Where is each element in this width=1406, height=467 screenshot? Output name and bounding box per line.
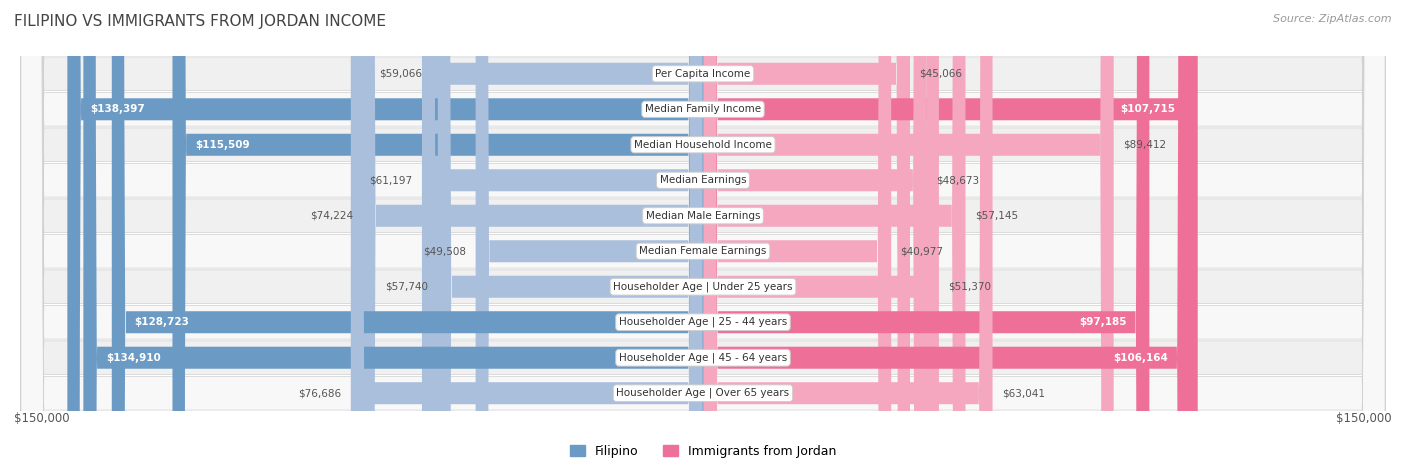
Text: $106,164: $106,164 — [1112, 353, 1167, 363]
Text: Householder Age | Over 65 years: Householder Age | Over 65 years — [616, 388, 790, 398]
Text: $150,000: $150,000 — [14, 412, 70, 425]
Text: Householder Age | 25 - 44 years: Householder Age | 25 - 44 years — [619, 317, 787, 327]
FancyBboxPatch shape — [173, 0, 703, 467]
Text: Median Household Income: Median Household Income — [634, 140, 772, 150]
Text: $115,509: $115,509 — [195, 140, 250, 150]
FancyBboxPatch shape — [703, 0, 1149, 467]
Text: Median Earnings: Median Earnings — [659, 175, 747, 185]
Text: $74,224: $74,224 — [309, 211, 353, 221]
Text: Householder Age | Under 25 years: Householder Age | Under 25 years — [613, 282, 793, 292]
Text: $57,740: $57,740 — [385, 282, 429, 292]
Text: $107,715: $107,715 — [1119, 104, 1175, 114]
Text: $138,397: $138,397 — [90, 104, 145, 114]
FancyBboxPatch shape — [703, 0, 1191, 467]
Text: $49,508: $49,508 — [423, 246, 467, 256]
FancyBboxPatch shape — [363, 0, 703, 467]
FancyBboxPatch shape — [475, 0, 703, 467]
FancyBboxPatch shape — [703, 0, 1198, 467]
Text: $40,977: $40,977 — [900, 246, 943, 256]
FancyBboxPatch shape — [703, 0, 939, 467]
Text: $150,000: $150,000 — [1336, 412, 1392, 425]
Text: Source: ZipAtlas.com: Source: ZipAtlas.com — [1274, 14, 1392, 24]
FancyBboxPatch shape — [437, 0, 703, 467]
Text: $57,145: $57,145 — [974, 211, 1018, 221]
FancyBboxPatch shape — [703, 0, 891, 467]
FancyBboxPatch shape — [21, 0, 1385, 467]
Text: $128,723: $128,723 — [135, 317, 190, 327]
Text: $97,185: $97,185 — [1078, 317, 1126, 327]
Text: Median Male Earnings: Median Male Earnings — [645, 211, 761, 221]
FancyBboxPatch shape — [350, 0, 703, 467]
Text: FILIPINO VS IMMIGRANTS FROM JORDAN INCOME: FILIPINO VS IMMIGRANTS FROM JORDAN INCOM… — [14, 14, 387, 29]
FancyBboxPatch shape — [21, 0, 1385, 467]
Text: Per Capita Income: Per Capita Income — [655, 69, 751, 79]
FancyBboxPatch shape — [703, 0, 993, 467]
FancyBboxPatch shape — [21, 0, 1385, 467]
FancyBboxPatch shape — [21, 0, 1385, 467]
FancyBboxPatch shape — [21, 0, 1385, 467]
Text: $45,066: $45,066 — [920, 69, 962, 79]
FancyBboxPatch shape — [21, 0, 1385, 467]
Text: $76,686: $76,686 — [298, 388, 342, 398]
Legend: Filipino, Immigrants from Jordan: Filipino, Immigrants from Jordan — [569, 445, 837, 458]
FancyBboxPatch shape — [67, 0, 703, 467]
Text: $63,041: $63,041 — [1001, 388, 1045, 398]
FancyBboxPatch shape — [703, 0, 966, 467]
FancyBboxPatch shape — [83, 0, 703, 467]
Text: Householder Age | 45 - 64 years: Householder Age | 45 - 64 years — [619, 353, 787, 363]
FancyBboxPatch shape — [21, 0, 1385, 467]
Text: $48,673: $48,673 — [936, 175, 979, 185]
FancyBboxPatch shape — [21, 0, 1385, 467]
Text: Median Female Earnings: Median Female Earnings — [640, 246, 766, 256]
FancyBboxPatch shape — [703, 0, 1114, 467]
Text: $51,370: $51,370 — [948, 282, 991, 292]
FancyBboxPatch shape — [112, 0, 703, 467]
Text: $61,197: $61,197 — [370, 175, 413, 185]
Text: Median Family Income: Median Family Income — [645, 104, 761, 114]
Text: $134,910: $134,910 — [107, 353, 162, 363]
Text: $89,412: $89,412 — [1123, 140, 1166, 150]
FancyBboxPatch shape — [703, 0, 927, 467]
FancyBboxPatch shape — [703, 0, 910, 467]
FancyBboxPatch shape — [422, 0, 703, 467]
FancyBboxPatch shape — [21, 0, 1385, 467]
Text: $59,066: $59,066 — [380, 69, 423, 79]
FancyBboxPatch shape — [432, 0, 703, 467]
FancyBboxPatch shape — [21, 0, 1385, 467]
